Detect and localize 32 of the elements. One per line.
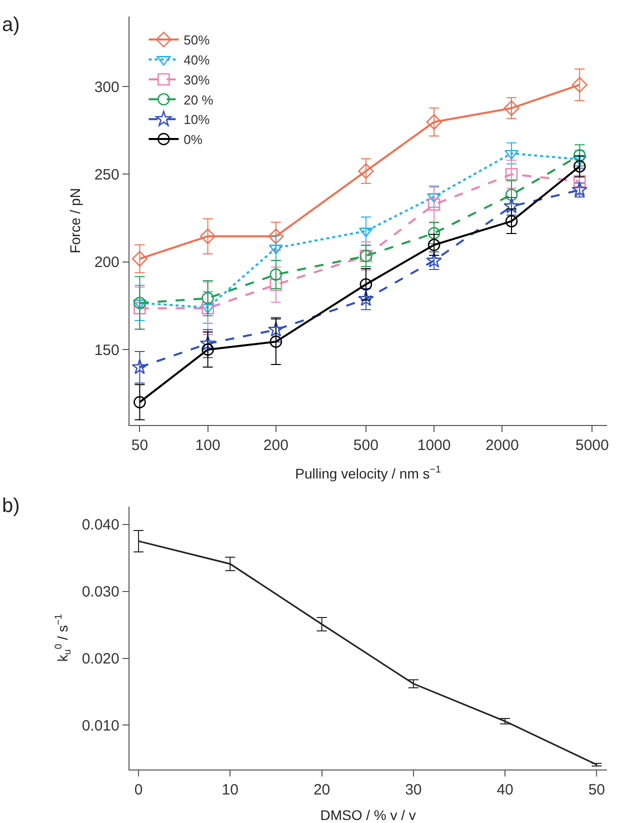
legend-label: 10% — [184, 112, 210, 128]
y-tick-label: 0.010 — [82, 717, 120, 734]
legend-label: 20 % — [184, 92, 214, 108]
x-tick-label: 0 — [134, 781, 143, 798]
legend-label: 30% — [184, 72, 210, 88]
text: a) — [2, 14, 20, 36]
x-tick-label: 2000 — [485, 436, 519, 454]
x-tick-label: 100 — [195, 436, 220, 454]
x-tick-label: 40 — [496, 781, 514, 798]
y-tick-label: 150 — [94, 342, 120, 359]
y-tick-label: 0.040 — [82, 516, 120, 534]
y-tick-label: 300 — [94, 78, 120, 96]
legend-label: 0% — [184, 132, 203, 148]
x-tick-label: 200 — [263, 436, 288, 454]
legend-label: 40% — [184, 52, 210, 68]
x-tick-label: 30 — [405, 781, 422, 798]
y-axis-title: Force / pN — [66, 188, 83, 254]
x-tick-label: 1000 — [417, 436, 451, 454]
text: b) — [2, 495, 20, 517]
y-tick-label: 250 — [94, 166, 120, 184]
x-tick-label: 500 — [353, 436, 378, 454]
x-axis-title: Pulling velocity / nm s$^{−1}$ — [295, 464, 441, 482]
x-tick-label: 50 — [131, 436, 148, 454]
x-tick-label: 5000 — [575, 436, 609, 454]
x-tick-label: 10 — [222, 781, 238, 798]
y-tick-label: 200 — [94, 254, 120, 272]
x-tick-label: 20 — [313, 781, 330, 798]
y-tick-label: 0.030 — [82, 584, 120, 601]
x-tick-label: 50 — [588, 781, 606, 798]
y-tick-label: 0.020 — [82, 650, 120, 668]
legend-label: 50% — [184, 32, 210, 48]
x-axis-title: DMSO / % v / v — [320, 807, 416, 823]
